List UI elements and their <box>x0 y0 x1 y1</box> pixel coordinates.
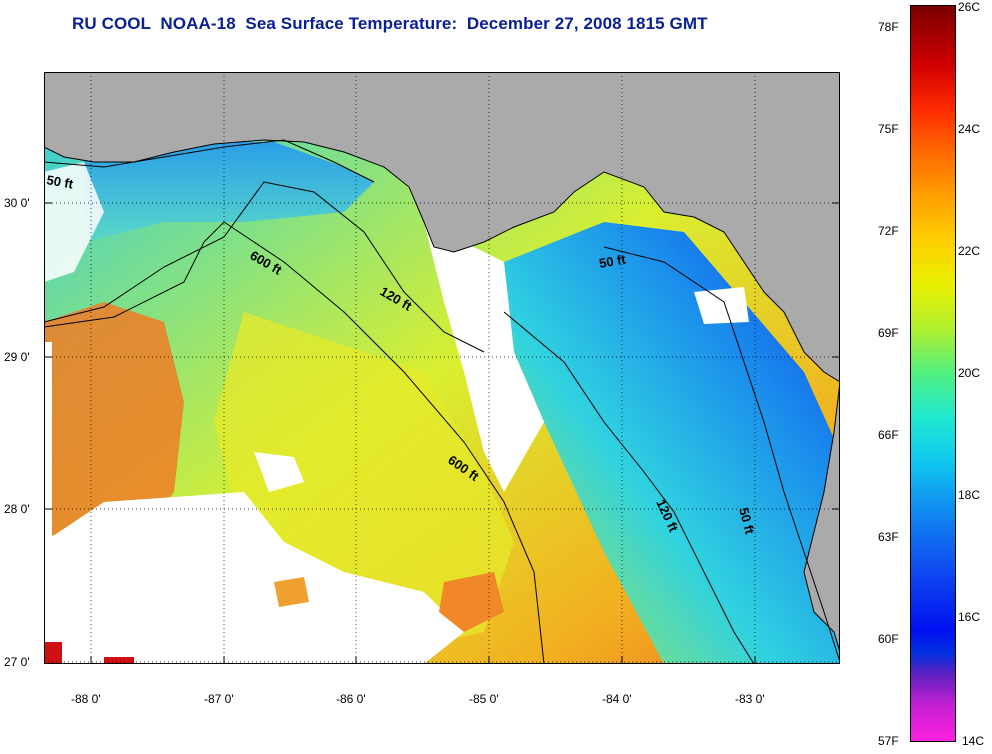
land-north <box>44 72 840 383</box>
warm-zone-west <box>44 302 184 542</box>
cloud-south <box>44 492 464 664</box>
lon-label: -87 0' <box>204 692 234 706</box>
lat-label: 27 0' <box>4 655 30 669</box>
contour-120ft-east <box>503 311 755 664</box>
colorbar-f-label: 57F <box>878 734 899 748</box>
water-east <box>504 222 840 664</box>
water-north-coast <box>84 142 374 242</box>
cloud-northwest <box>44 162 104 282</box>
colorbar-f-label: 63F <box>878 530 899 544</box>
warm-patch-sw-2 <box>104 657 134 664</box>
colorbar <box>910 5 956 742</box>
colorbar-c-label: 14C <box>962 734 985 748</box>
warm-patch-sw <box>44 642 62 664</box>
sst-map: 50 ft 600 ft 120 ft 50 ft 600 ft 120 ft … <box>44 72 840 664</box>
lat-label: 28 0' <box>4 502 30 516</box>
colorbar-c-label: 16C <box>958 610 981 624</box>
lat-label: 30 0' <box>4 196 30 210</box>
colorbar-f-label: 78F <box>878 20 899 34</box>
lat-label: 29 0' <box>4 350 30 364</box>
warm-patch-south-1 <box>439 572 504 632</box>
colorbar-f-label: 60F <box>878 632 899 646</box>
lon-label: -85 0' <box>469 692 499 706</box>
cloud-strip-west <box>44 342 52 542</box>
contour-120ft <box>44 181 485 353</box>
colorbar-c-label: 24C <box>958 122 981 136</box>
colorbar-f-label: 69F <box>878 326 899 340</box>
contour-label: 50 ft <box>736 506 758 536</box>
contour-50ft-west <box>44 139 375 183</box>
cloud-patch-2 <box>694 287 749 324</box>
colorbar-c-label: 26C <box>958 0 981 14</box>
contour-label: 50 ft <box>45 172 75 192</box>
colorbar-c-label: 22C <box>958 244 981 258</box>
map-title: RU COOL NOAA-18 Sea Surface Temperature:… <box>72 14 708 33</box>
colorbar-c-label: 18C <box>958 488 981 502</box>
colorbar-c-label: 20C <box>958 366 981 380</box>
land-florida <box>803 381 840 653</box>
lon-label: -84 0' <box>602 692 632 706</box>
warm-patch-south-2 <box>274 577 309 607</box>
contour-label: 50 ft <box>598 251 628 271</box>
colorbar-f-label: 75F <box>878 122 899 136</box>
contour-600ft <box>44 221 545 664</box>
lon-label: -86 0' <box>336 692 366 706</box>
lon-label: -88 0' <box>71 692 101 706</box>
colorbar-f-label: 66F <box>878 428 899 442</box>
colorbar-f-label: 72F <box>878 224 899 238</box>
lon-label: -83 0' <box>735 692 765 706</box>
contour-50ft-east <box>603 246 840 663</box>
cloud-patch-1 <box>254 452 304 492</box>
